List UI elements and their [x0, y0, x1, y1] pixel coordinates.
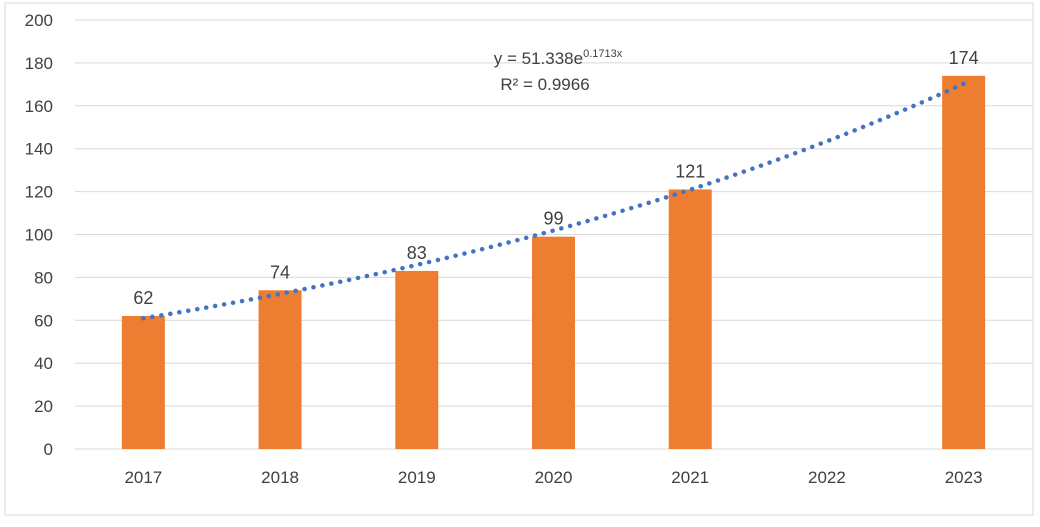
trendline [141, 81, 966, 321]
bar [532, 236, 575, 449]
data-label: 62 [133, 288, 153, 308]
y-tick-label: 160 [25, 97, 53, 116]
trendline-path [141, 81, 966, 321]
x-tick-label: 2021 [671, 468, 709, 487]
gridlines [75, 19, 1032, 450]
y-tick-label: 20 [34, 397, 53, 416]
x-tick-label: 2019 [398, 468, 436, 487]
trendline-equation-text: y = 51.338e0.1713x [494, 48, 623, 68]
chart-frame [4, 2, 1034, 516]
bar [395, 270, 439, 449]
data-label: 121 [675, 161, 705, 181]
x-tick-label: 2022 [808, 468, 846, 487]
x-axis-tick-labels: 2017 2018 2019 2020 2021 2022 2023 [124, 468, 982, 487]
bar [942, 75, 986, 450]
trendline-equation-exponent: 0.1713x [583, 48, 623, 60]
bar [258, 290, 302, 449]
x-tick-label: 2018 [261, 468, 299, 487]
data-label: 83 [407, 243, 427, 263]
y-tick-label: 140 [25, 140, 53, 159]
x-tick-label: 2020 [535, 468, 573, 487]
y-tick-label: 40 [34, 354, 53, 373]
y-tick-label: 60 [34, 311, 53, 330]
y-tick-label: 200 [25, 11, 53, 30]
data-label: 99 [543, 209, 563, 229]
data-label: 74 [270, 262, 290, 282]
trendline-equation-base: y = 51.338e [494, 49, 583, 68]
data-labels: 62 74 83 99 121 174 [133, 48, 978, 308]
x-tick-label: 2017 [124, 468, 162, 487]
y-tick-label: 0 [44, 440, 53, 459]
bars [121, 75, 986, 450]
x-tick-label: 2023 [945, 468, 983, 487]
y-tick-label: 120 [25, 183, 53, 202]
trendline-r-squared: R² = 0.9966 [500, 75, 589, 94]
trendline-equation: y = 51.338e0.1713x R² = 0.9966 [494, 48, 623, 94]
bar [668, 189, 712, 449]
y-tick-label: 80 [34, 268, 53, 287]
y-tick-label: 100 [25, 226, 53, 245]
bar [121, 316, 165, 449]
y-axis-tick-labels: 0 20 40 60 80 100 120 140 160 180 200 [25, 11, 53, 459]
data-label: 174 [949, 48, 979, 68]
y-tick-label: 180 [25, 54, 53, 73]
